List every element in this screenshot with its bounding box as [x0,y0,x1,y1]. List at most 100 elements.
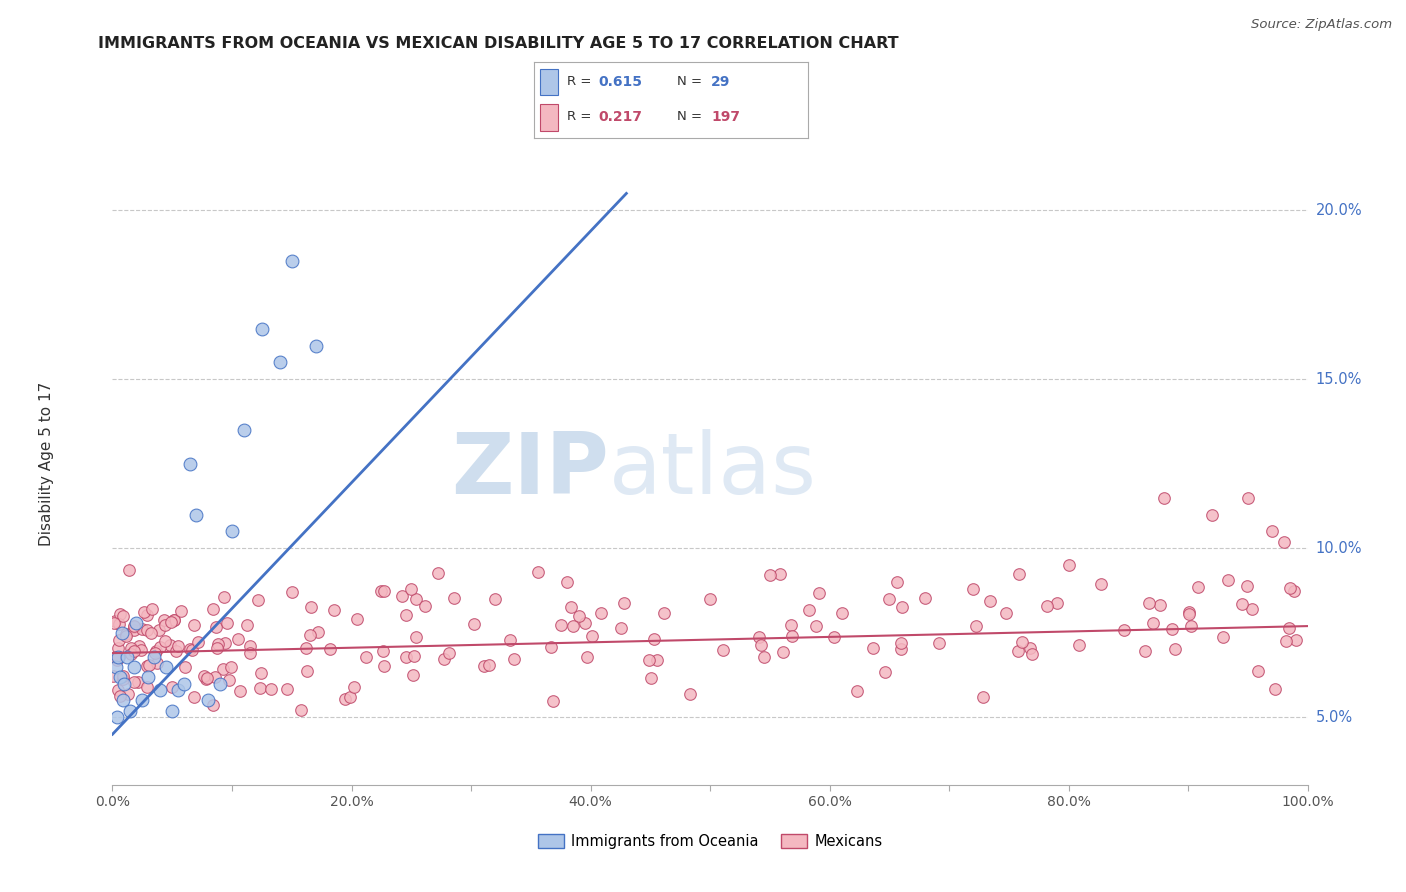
Point [205,641,228,656]
Point [115,649,138,664]
Point [249,666,271,681]
Point [149,683,172,698]
Point [555,575,578,590]
Point [226,632,249,646]
Point [214,590,236,604]
Point [1112,623,1135,637]
Point [333,691,356,706]
Point [215,615,238,630]
Point [1178,607,1201,621]
Point [754,650,776,665]
Point [239,646,262,660]
Point [484,592,506,607]
Point [437,646,460,660]
Point [699,592,721,607]
Point [118,563,141,577]
Point [472,659,495,673]
Point [122,659,145,673]
Text: 29: 29 [711,75,731,89]
Point [117,688,139,702]
Point [928,635,950,649]
Point [638,653,661,667]
Point [136,659,159,673]
Point [395,607,418,622]
Point [373,583,395,598]
Point [105,710,128,724]
Text: 0.217: 0.217 [599,110,643,124]
Point [201,698,224,713]
Point [131,693,153,707]
Text: N =: N = [676,75,706,88]
Point [167,640,190,654]
Point [550,618,572,632]
Text: R =: R = [567,110,596,123]
Point [219,659,242,673]
Point [979,594,1001,608]
Point [204,670,226,684]
Point [405,630,427,644]
Point [1160,622,1182,636]
Point [163,613,186,627]
Point [138,670,160,684]
Text: 15.0%: 15.0% [1316,372,1362,387]
Point [780,618,803,632]
Point [155,659,177,673]
Point [152,613,174,627]
Point [103,614,125,628]
Point [831,606,853,620]
Point [202,602,225,616]
Point [609,621,631,635]
Point [124,619,146,633]
Point [678,688,700,702]
Point [173,676,195,690]
Point [122,675,145,690]
Point [153,618,176,632]
Point [503,652,526,666]
Point [478,657,501,672]
Point [108,670,131,684]
Point [562,619,585,633]
Point [654,606,676,620]
Point [145,656,167,670]
Text: 0.615: 0.615 [599,75,643,89]
Text: R =: R = [567,75,596,88]
Point [183,690,205,704]
Point [125,615,148,630]
Point [129,642,152,657]
Point [391,589,413,603]
Point [221,524,243,539]
Point [749,638,772,652]
Point [889,635,911,649]
Point [1212,630,1234,644]
Point [1187,580,1209,594]
Point [373,644,395,658]
Point [772,645,794,659]
Point [354,650,377,665]
Point [120,704,142,718]
Point [269,355,291,369]
Point [165,644,187,658]
Point [914,591,936,605]
Point [214,636,236,650]
Point [186,508,208,522]
Text: N =: N = [676,110,706,123]
Point [575,649,598,664]
Point [167,683,190,698]
Point [179,641,201,656]
Point [875,665,897,679]
Point [299,600,322,615]
Point [170,604,193,618]
Point [122,620,145,634]
Point [339,690,361,704]
Point [108,633,131,648]
Text: 5.0%: 5.0% [1316,710,1353,725]
Point [209,676,232,690]
Point [1057,558,1080,573]
Point [127,674,149,689]
Point [323,602,346,616]
Point [373,659,395,673]
Point [1274,634,1296,648]
Point [103,669,125,683]
Point [239,639,262,653]
Point [1007,644,1029,658]
